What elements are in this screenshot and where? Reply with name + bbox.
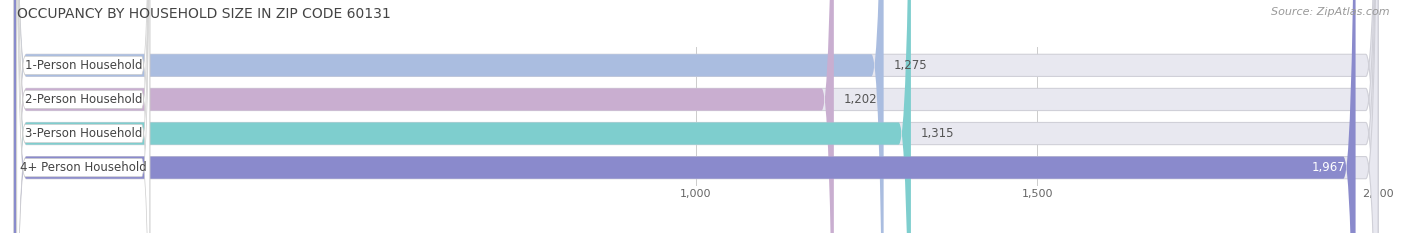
- Text: 1,202: 1,202: [844, 93, 877, 106]
- FancyBboxPatch shape: [14, 0, 1355, 233]
- FancyBboxPatch shape: [14, 0, 883, 233]
- Text: 2-Person Household: 2-Person Household: [24, 93, 142, 106]
- FancyBboxPatch shape: [14, 0, 911, 233]
- FancyBboxPatch shape: [17, 0, 150, 233]
- FancyBboxPatch shape: [14, 0, 834, 233]
- FancyBboxPatch shape: [17, 0, 150, 233]
- FancyBboxPatch shape: [14, 0, 1378, 233]
- Text: Source: ZipAtlas.com: Source: ZipAtlas.com: [1271, 7, 1389, 17]
- Text: 1,315: 1,315: [921, 127, 955, 140]
- FancyBboxPatch shape: [14, 0, 1378, 233]
- Text: OCCUPANCY BY HOUSEHOLD SIZE IN ZIP CODE 60131: OCCUPANCY BY HOUSEHOLD SIZE IN ZIP CODE …: [17, 7, 391, 21]
- FancyBboxPatch shape: [14, 0, 1378, 233]
- Text: 1,967: 1,967: [1312, 161, 1346, 174]
- FancyBboxPatch shape: [17, 0, 150, 233]
- FancyBboxPatch shape: [17, 0, 150, 233]
- FancyBboxPatch shape: [14, 0, 1378, 233]
- Text: 1,275: 1,275: [894, 59, 928, 72]
- Text: 3-Person Household: 3-Person Household: [24, 127, 142, 140]
- Text: 4+ Person Household: 4+ Person Household: [20, 161, 146, 174]
- Text: 1-Person Household: 1-Person Household: [24, 59, 142, 72]
